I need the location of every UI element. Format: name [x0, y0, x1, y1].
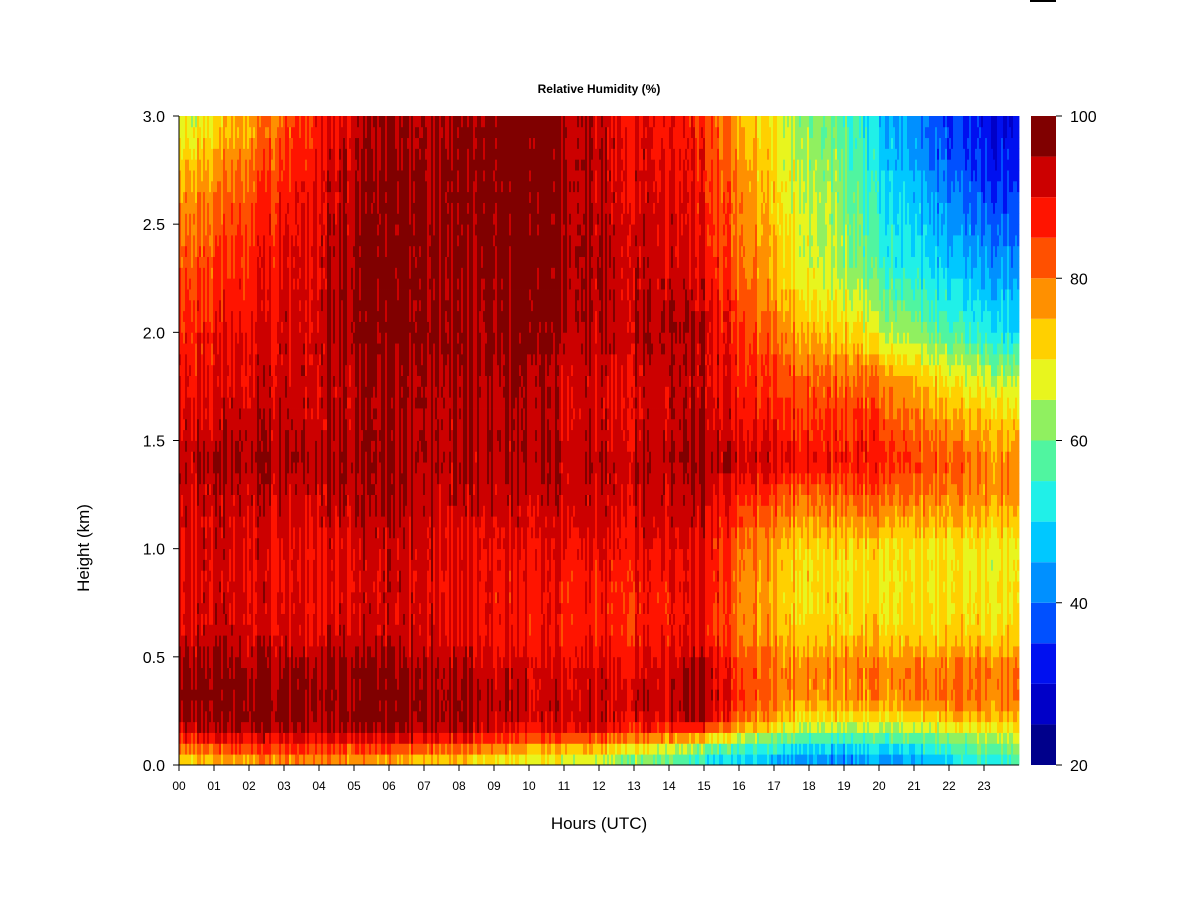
heatmap-plot-area	[179, 116, 1019, 765]
